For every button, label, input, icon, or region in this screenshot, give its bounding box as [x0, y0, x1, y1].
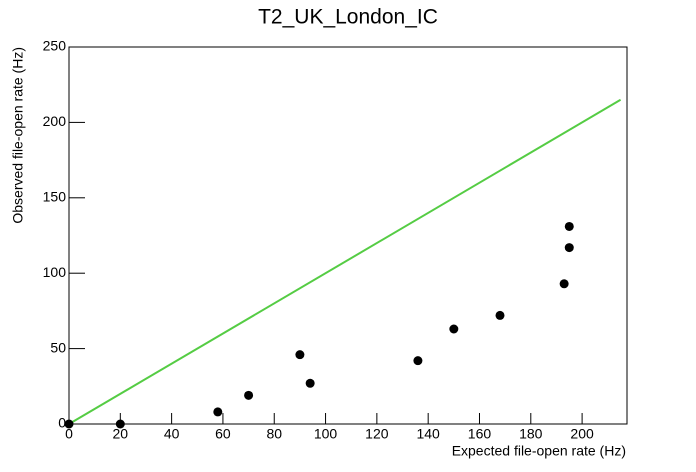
data-point — [64, 419, 74, 429]
x-tick-label: 180 — [519, 426, 543, 442]
reference-line — [68, 98, 622, 425]
data-point — [413, 356, 423, 366]
y-tick-label: 250 — [43, 38, 67, 54]
y-tick-label: 100 — [43, 264, 67, 280]
data-point — [449, 324, 459, 334]
x-tick-label: 140 — [416, 426, 440, 442]
y-tick-label: 50 — [50, 339, 66, 355]
plot-frame — [68, 46, 628, 425]
y-tick-label: 200 — [43, 113, 67, 129]
data-point — [295, 350, 305, 360]
data-point — [495, 310, 505, 320]
x-tick-label: 80 — [266, 426, 282, 442]
data-point — [559, 279, 569, 289]
x-tick-label: 60 — [215, 426, 231, 442]
data-point — [244, 390, 254, 400]
x-tick-label: 160 — [468, 426, 492, 442]
x-axis-label: Expected file-open rate (Hz) — [452, 443, 626, 459]
data-point — [564, 221, 574, 231]
data-point — [564, 243, 574, 253]
data-point — [115, 419, 125, 429]
y-axis-label: Observed file-open rate (Hz) — [10, 47, 26, 224]
x-tick-label: 20 — [113, 426, 129, 442]
data-point — [305, 378, 315, 388]
data-point — [213, 407, 223, 417]
x-tick-label: 120 — [365, 426, 389, 442]
y-tick-label: 150 — [43, 189, 67, 205]
x-tick-label: 100 — [314, 426, 338, 442]
x-tick-label: 40 — [164, 426, 180, 442]
chart-title: T2_UK_London_IC — [258, 6, 438, 29]
y-tick-label: 0 — [58, 415, 66, 431]
x-tick-label: 200 — [570, 426, 594, 442]
x-tick-label: 0 — [65, 426, 73, 442]
